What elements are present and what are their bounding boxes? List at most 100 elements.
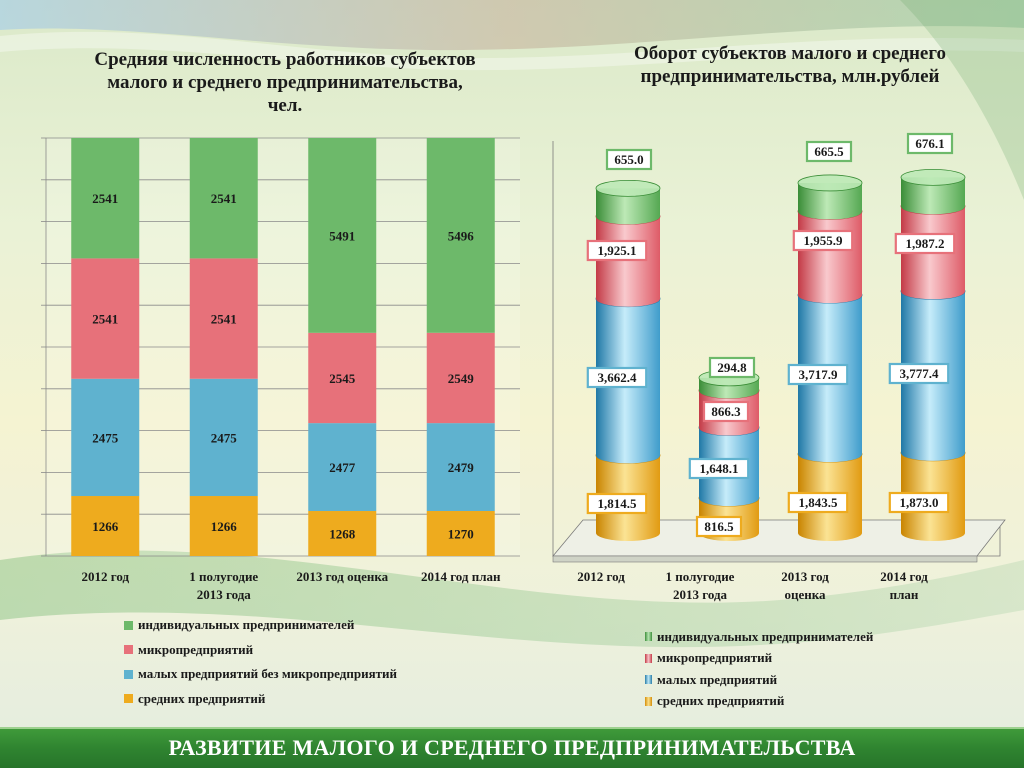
right-chart-legend: индивидуальных предпринимателей микропре… <box>645 626 873 712</box>
x-tick-label: 2012 год <box>81 569 129 584</box>
bar-segment-series-0 <box>308 511 377 556</box>
legend-label: малых предприятий <box>657 671 778 687</box>
data-label: 866.3 <box>711 404 741 419</box>
data-label-box <box>702 400 750 423</box>
data-label-box <box>805 140 853 163</box>
data-label-box <box>906 132 954 155</box>
x-tick-label: оценка <box>784 587 826 602</box>
data-label: 2541 <box>211 312 237 327</box>
data-label: 5496 <box>448 228 475 243</box>
data-label-box <box>787 491 849 514</box>
data-label: 294.8 <box>717 360 747 375</box>
bar-segment-series-3 <box>189 138 258 259</box>
data-label: 1,873.0 <box>900 495 939 510</box>
legend-label: индивидуальных предпринимателей <box>657 628 874 644</box>
data-label-box <box>586 492 648 515</box>
cylinder-cap <box>900 168 966 186</box>
bar-segment-series-3 <box>426 138 495 333</box>
cylinder-cap <box>797 174 863 192</box>
legend-swatch <box>124 645 133 655</box>
x-tick-label: 2014 год план <box>421 569 501 584</box>
data-label-box <box>888 362 950 385</box>
data-label: 2541 <box>92 312 118 327</box>
data-label-box <box>792 229 854 252</box>
bar-segment-series-0 <box>426 510 495 556</box>
bar-segment-series-2 <box>71 258 140 379</box>
data-label: 5491 <box>329 228 355 243</box>
x-tick-label: 2012 год <box>577 569 625 584</box>
data-label: 816.5 <box>704 519 734 534</box>
cylinder-segment-series-3 <box>596 188 660 225</box>
data-label-box <box>894 232 956 255</box>
legend-label: микропредприятий <box>657 650 773 666</box>
x-tick-label: 2013 года <box>673 587 728 602</box>
legend-item-individual: индивидуальных предпринимателей <box>645 626 873 648</box>
data-label-box <box>688 457 750 480</box>
legend-item-medium: средних предприятий <box>645 691 873 713</box>
cylinder-segment-series-3 <box>901 177 965 215</box>
data-label-box <box>586 239 648 262</box>
data-label: 1,925.1 <box>598 243 637 258</box>
data-label: 2549 <box>448 371 475 386</box>
legend-swatch <box>645 653 652 663</box>
bar-segment-series-0 <box>189 496 258 556</box>
right-swoosh <box>900 0 1024 200</box>
data-label-box <box>787 363 849 386</box>
data-label: 2475 <box>92 430 119 445</box>
legend-label: индивидуальных предпринимателей <box>138 617 355 633</box>
legend-swatch <box>124 669 133 679</box>
data-label: 1,955.9 <box>804 233 844 248</box>
data-label: 676.1 <box>915 136 944 151</box>
data-label-box <box>605 148 653 171</box>
mid-swoosh <box>0 550 1024 648</box>
data-label: 1,843.5 <box>799 495 839 510</box>
legend-item-medium: средних предприятий <box>124 687 397 712</box>
legend-swatch <box>645 632 652 642</box>
bar-segment-series-2 <box>426 332 495 424</box>
data-label: 2545 <box>329 371 356 386</box>
x-tick-label: 2013 года <box>197 587 252 602</box>
footer-banner: РАЗВИТИЕ МАЛОГО И СРЕДНЕГО ПРЕДПРИНИМАТЕ… <box>0 727 1024 768</box>
legend-swatch <box>645 675 652 685</box>
legend-label: средних предприятий <box>657 693 785 709</box>
legend-item-small: малых предприятий <box>645 669 873 691</box>
data-label: 3,777.4 <box>900 366 940 381</box>
data-label: 1,987.2 <box>906 236 945 251</box>
data-label: 2541 <box>92 191 118 206</box>
bar-segment-series-1 <box>426 423 495 511</box>
data-label: 2475 <box>211 430 238 445</box>
floor-edge <box>552 555 978 563</box>
bar-segment-series-2 <box>189 258 258 379</box>
x-tick-label: план <box>890 587 919 602</box>
data-label: 1,648.1 <box>700 461 739 476</box>
bar-segment-series-1 <box>308 423 377 512</box>
bar-segment-series-1 <box>71 378 140 497</box>
top-swoosh-light <box>0 31 1024 71</box>
data-label: 1,814.5 <box>598 496 638 511</box>
legend-item-individual: индивидуальных предпринимателей <box>124 613 397 638</box>
data-label: 2479 <box>448 460 475 475</box>
x-tick-label: 1 полугодие <box>666 569 735 584</box>
legend-item-small: малых предприятий без микропредприятий <box>124 662 397 687</box>
legend-swatch <box>124 694 133 704</box>
x-tick-label: 2014 год <box>880 569 928 584</box>
data-label: 665.5 <box>814 144 844 159</box>
cylinder-segment-series-3 <box>798 182 862 220</box>
data-label-box <box>708 356 756 379</box>
legend-swatch <box>124 620 133 630</box>
legend-label: микропредприятий <box>138 641 254 657</box>
data-label: 2541 <box>211 191 237 206</box>
data-label: 3,717.9 <box>799 367 839 382</box>
legend-item-micro: микропредприятий <box>645 648 873 670</box>
data-label: 2477 <box>329 460 356 475</box>
data-label-box <box>888 491 950 514</box>
bar-segment-series-2 <box>308 332 377 424</box>
cylinder-segment-series-2 <box>798 211 862 304</box>
bar-segment-series-1 <box>189 378 258 497</box>
data-label: 3,662.4 <box>598 370 638 385</box>
legend-swatch <box>645 696 652 706</box>
